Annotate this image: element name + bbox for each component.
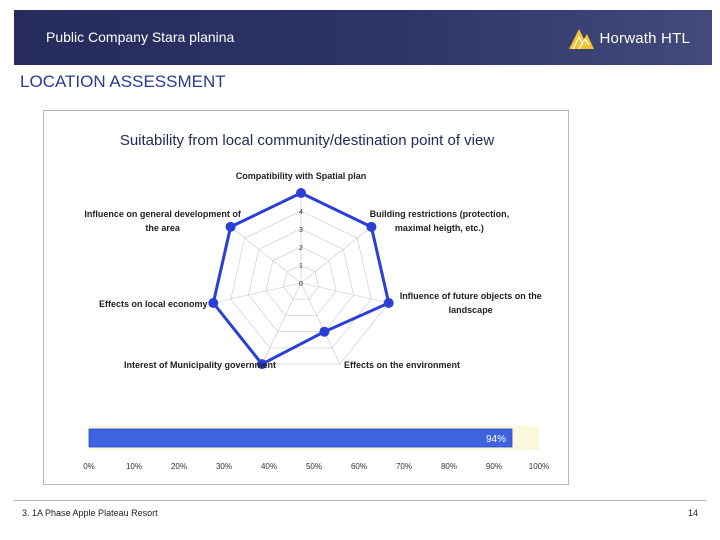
radar-data-point xyxy=(366,221,377,232)
radar-data-point xyxy=(257,359,267,370)
radar-data-point xyxy=(296,188,306,198)
radar-axis-label-line: the area xyxy=(145,223,181,233)
radar-axis-labels: Compatibility with Spatial plan Building … xyxy=(84,171,541,370)
section-title: LOCATION ASSESSMENT xyxy=(20,72,226,91)
radar-data-point xyxy=(319,326,330,337)
radar-axis-label: Building restrictions (protection, maxima… xyxy=(370,209,510,233)
radar-axis-label-line: Effects on local economy xyxy=(99,299,208,309)
radar-spoke xyxy=(300,282,341,365)
radar-spoke xyxy=(300,226,372,284)
radar-series xyxy=(208,188,394,370)
radar-axis-label-line: Compatibility with Spatial plan xyxy=(236,171,367,181)
bar-axis-tick-label: 100% xyxy=(529,462,549,471)
radar-series-line xyxy=(211,191,391,366)
radar-axis-label: Compatibility with Spatial plan xyxy=(236,171,367,181)
radar-axis-label-line: Interest of Municipality government xyxy=(124,360,276,370)
radar-spoke xyxy=(213,282,302,304)
radar-tick-label: 1 xyxy=(299,263,303,270)
bar-axis-tick-label: 10% xyxy=(126,462,142,471)
radar-axis-label: Influence of future objects on the landsc… xyxy=(400,291,542,315)
radar-data-point xyxy=(383,298,394,308)
bar-axis-tick-label: 60% xyxy=(351,462,367,471)
radar-axis-label: Effects on local economy xyxy=(99,299,208,309)
radar-axis-label: Interest of Municipality government xyxy=(124,360,276,370)
radar-axis-label-line: Influence of future objects on the xyxy=(400,291,542,301)
radar-tick-label: 0 xyxy=(299,281,303,288)
bar-axis-tick-label: 40% xyxy=(261,462,277,471)
header-band: Public Company Stara planina Horwath HTL xyxy=(14,10,712,65)
footer-project-name: 3. 1A Phase Apple Plateau Resort xyxy=(22,508,158,518)
radar-data-point xyxy=(208,298,219,308)
radar-data-point xyxy=(225,221,236,232)
radar-title: Suitability from local community/destina… xyxy=(120,132,495,149)
logo-text: Horwath HTL xyxy=(599,29,690,47)
chart-canvas: Suitability from local community/destina… xyxy=(83,132,549,471)
radar-axis-label-line: landscape xyxy=(449,305,493,315)
radar-grid-ring xyxy=(283,264,319,300)
chart-frame: Suitability from local community/destina… xyxy=(43,110,569,485)
horwath-mountain-icon xyxy=(569,29,595,50)
bar-axis-tick-label: 50% xyxy=(306,462,322,471)
radar-grid-ring xyxy=(265,246,337,316)
bar-axis-tick-label: 30% xyxy=(216,462,232,471)
radar-spoke xyxy=(230,226,302,284)
footer-divider xyxy=(14,500,706,501)
radar-spoke xyxy=(300,282,389,304)
progress-bar-chart: 94% 0% 10% 20% 30% 40% 50% 60% 70% 80% 90% 100% xyxy=(83,426,549,471)
company-name: Public Company Stara planina xyxy=(46,29,235,45)
page-number: 14 xyxy=(687,508,698,518)
horwath-logo: Horwath HTL xyxy=(567,24,690,52)
bar-axis-tick-label: 90% xyxy=(486,462,502,471)
radar-tick-label: 3 xyxy=(299,227,303,234)
radar-tick-label: 4 xyxy=(299,209,303,216)
radar-grid-ring xyxy=(248,228,354,332)
radar-grid-ring xyxy=(230,210,372,349)
radar-axis-label-line: maximal heigth, etc.) xyxy=(395,223,484,233)
radar-axis-label: Influence on general development of the a… xyxy=(84,209,242,233)
progress-bar-value-label: 94% xyxy=(486,434,506,445)
bar-axis-tick-label: 20% xyxy=(171,462,187,471)
radar-axis-label: Effects on the environment xyxy=(344,360,460,370)
bar-axis-tick-label: 70% xyxy=(396,462,412,471)
bar-axis-tick-label: 0% xyxy=(83,462,95,471)
progress-bar-fill xyxy=(88,428,513,448)
radar-tick-label: 2 xyxy=(299,245,303,252)
radar-axis-label-line: Effects on the environment xyxy=(344,360,460,370)
radar-axis-label-line: Building restrictions (protection, xyxy=(370,209,510,219)
radar-spoke xyxy=(261,282,302,365)
radar-axis-label-line: Influence on general development of xyxy=(84,209,242,219)
bar-axis-tick-label: 80% xyxy=(441,462,457,471)
